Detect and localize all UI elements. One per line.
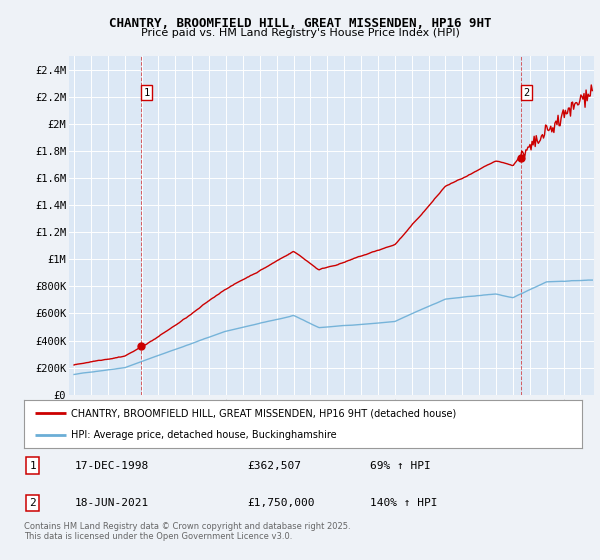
Text: CHANTRY, BROOMFIELD HILL, GREAT MISSENDEN, HP16 9HT (detached house): CHANTRY, BROOMFIELD HILL, GREAT MISSENDE…: [71, 408, 457, 418]
Text: 1: 1: [143, 87, 150, 97]
Text: £1,750,000: £1,750,000: [247, 498, 315, 508]
Text: 18-JUN-2021: 18-JUN-2021: [74, 498, 148, 508]
Text: 2: 2: [29, 498, 37, 508]
Text: 2: 2: [523, 87, 530, 97]
Text: HPI: Average price, detached house, Buckinghamshire: HPI: Average price, detached house, Buck…: [71, 430, 337, 440]
Text: Price paid vs. HM Land Registry's House Price Index (HPI): Price paid vs. HM Land Registry's House …: [140, 28, 460, 38]
Text: 17-DEC-1998: 17-DEC-1998: [74, 460, 148, 470]
Text: Contains HM Land Registry data © Crown copyright and database right 2025.
This d: Contains HM Land Registry data © Crown c…: [24, 522, 350, 542]
Text: 140% ↑ HPI: 140% ↑ HPI: [370, 498, 437, 508]
Text: 1: 1: [29, 460, 37, 470]
Text: 69% ↑ HPI: 69% ↑ HPI: [370, 460, 431, 470]
Text: CHANTRY, BROOMFIELD HILL, GREAT MISSENDEN, HP16 9HT: CHANTRY, BROOMFIELD HILL, GREAT MISSENDE…: [109, 17, 491, 30]
Text: £362,507: £362,507: [247, 460, 301, 470]
